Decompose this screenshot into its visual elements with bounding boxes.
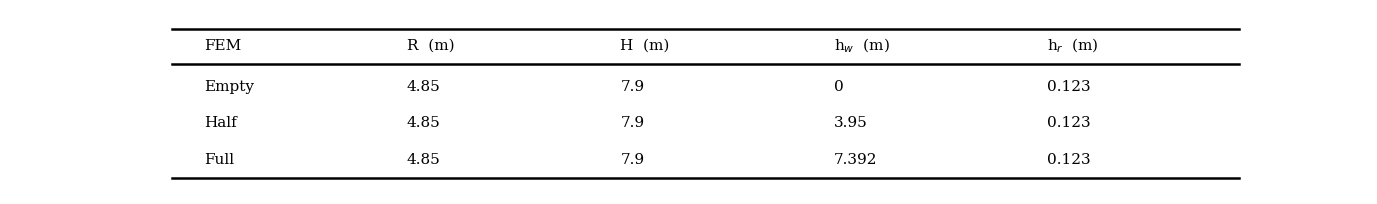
Text: 4.85: 4.85 (408, 80, 441, 94)
Text: 0.123: 0.123 (1047, 116, 1091, 130)
Text: 7.9: 7.9 (620, 116, 644, 130)
Text: 0.123: 0.123 (1047, 80, 1091, 94)
Text: R  (m): R (m) (408, 39, 454, 53)
Text: 7.392: 7.392 (834, 153, 877, 167)
Text: Empty: Empty (204, 80, 255, 94)
Text: 4.85: 4.85 (408, 116, 441, 130)
Text: FEM: FEM (204, 39, 241, 53)
Text: 7.9: 7.9 (620, 153, 644, 167)
Text: 4.85: 4.85 (408, 153, 441, 167)
Text: H  (m): H (m) (620, 39, 669, 53)
Text: 3.95: 3.95 (834, 116, 868, 130)
Text: 0.123: 0.123 (1047, 153, 1091, 167)
Text: Full: Full (204, 153, 234, 167)
Text: h$_r$  (m): h$_r$ (m) (1047, 37, 1099, 55)
Text: Half: Half (204, 116, 237, 130)
Text: 7.9: 7.9 (620, 80, 644, 94)
Text: 0: 0 (834, 80, 844, 94)
Text: h$_w$  (m): h$_w$ (m) (834, 37, 890, 55)
